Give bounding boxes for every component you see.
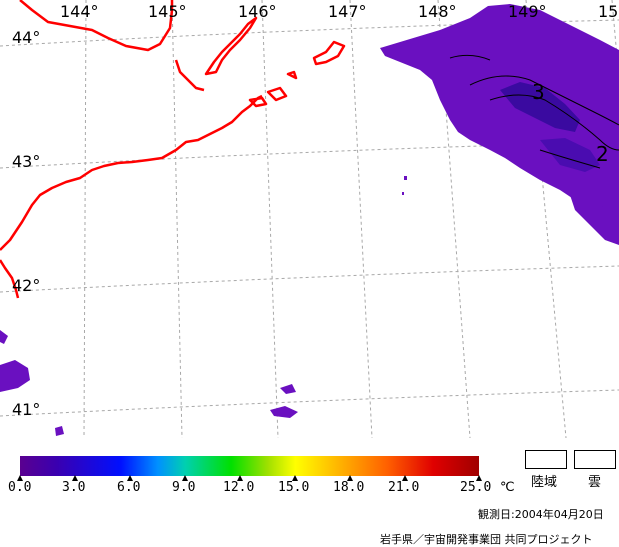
small-island-1 <box>248 96 268 108</box>
lat-label-44: 44° <box>12 28 41 47</box>
colorbar-tick-label: 15.0 <box>278 480 310 495</box>
lon-label-146: 146° <box>238 2 277 21</box>
observation-date: 観測日:2004年04月20日 <box>478 508 604 521</box>
coastline <box>0 0 346 299</box>
isotherm-line <box>449 54 491 61</box>
isotherm-contours <box>449 54 619 169</box>
lat-label-42: 42° <box>12 276 41 295</box>
colorbar-tick <box>292 475 298 481</box>
sst-region-southwest <box>0 330 298 436</box>
lon-line-147 <box>349 0 373 438</box>
lon-label-150: 15 <box>598 2 619 21</box>
colorbar-tick <box>237 475 243 481</box>
isotherm-line <box>489 94 619 151</box>
lon-line-146 <box>261 0 279 438</box>
colorbar-tick <box>182 475 188 481</box>
shikotan-island <box>312 40 346 66</box>
cloud-legend-label: 雲 <box>588 475 602 490</box>
colorbar-tick-label: 18.0 <box>333 480 365 495</box>
contour-label: 2 <box>596 142 609 166</box>
hokkaido-coast <box>0 94 263 251</box>
nemuro-coast <box>174 59 205 92</box>
sst-map: 144° 145° 146° 147° 148° 149° 15 44° 43°… <box>0 0 619 438</box>
speck <box>402 192 404 195</box>
colorbar-tick-label: 25.0 <box>460 480 492 495</box>
colorbar-tick <box>402 475 408 481</box>
colorbar-tick <box>476 475 482 481</box>
temperature-colorbar <box>20 456 479 476</box>
isotherm-line <box>539 149 601 169</box>
isotherm-line <box>469 75 619 126</box>
colorbar-tick <box>347 475 353 481</box>
map-canvas <box>0 0 619 438</box>
lon-label-147: 147° <box>328 2 367 21</box>
kunashiri-island <box>204 16 258 76</box>
colorbar-tick-label: 6.0 <box>117 480 141 495</box>
hokkaido-south-coast <box>0 259 20 299</box>
lon-label-145: 145° <box>148 2 187 21</box>
lat-line-41 <box>0 389 619 417</box>
lon-label-148: 148° <box>418 2 457 21</box>
land-legend-label: 陸域 <box>531 475 558 490</box>
shiretoko-coast <box>19 0 174 52</box>
credit-text: 岩手県／宇宙開発事業団 共同プロジェクト <box>380 533 593 546</box>
colorbar-unit: ℃ <box>500 480 515 495</box>
lon-line-145 <box>171 0 183 438</box>
lon-label-144: 144° <box>60 2 99 21</box>
lat-label-41: 41° <box>12 400 41 419</box>
colorbar-tick <box>17 475 23 481</box>
contour-label: 3 <box>532 80 545 104</box>
land-legend-swatch <box>525 450 567 469</box>
lat-label-43: 43° <box>12 152 41 171</box>
colorbar-tick-label: 0.0 <box>8 480 32 495</box>
small-island-3 <box>286 70 298 80</box>
lon-label-149: 149° <box>508 2 547 21</box>
small-island-2 <box>266 86 288 102</box>
colorbar-tick-label: 3.0 <box>62 480 86 495</box>
colorbar-tick-label: 9.0 <box>172 480 196 495</box>
colorbar-tick <box>72 475 78 481</box>
sst-region-northeast <box>380 4 619 245</box>
colorbar-tick-label: 21.0 <box>388 480 420 495</box>
speck <box>404 176 407 180</box>
lon-line-144 <box>83 0 87 438</box>
colorbar-tick <box>127 475 133 481</box>
lat-line-42 <box>0 265 619 293</box>
colorbar-tick-label: 12.0 <box>223 480 255 495</box>
cloud-legend-swatch <box>574 450 616 469</box>
